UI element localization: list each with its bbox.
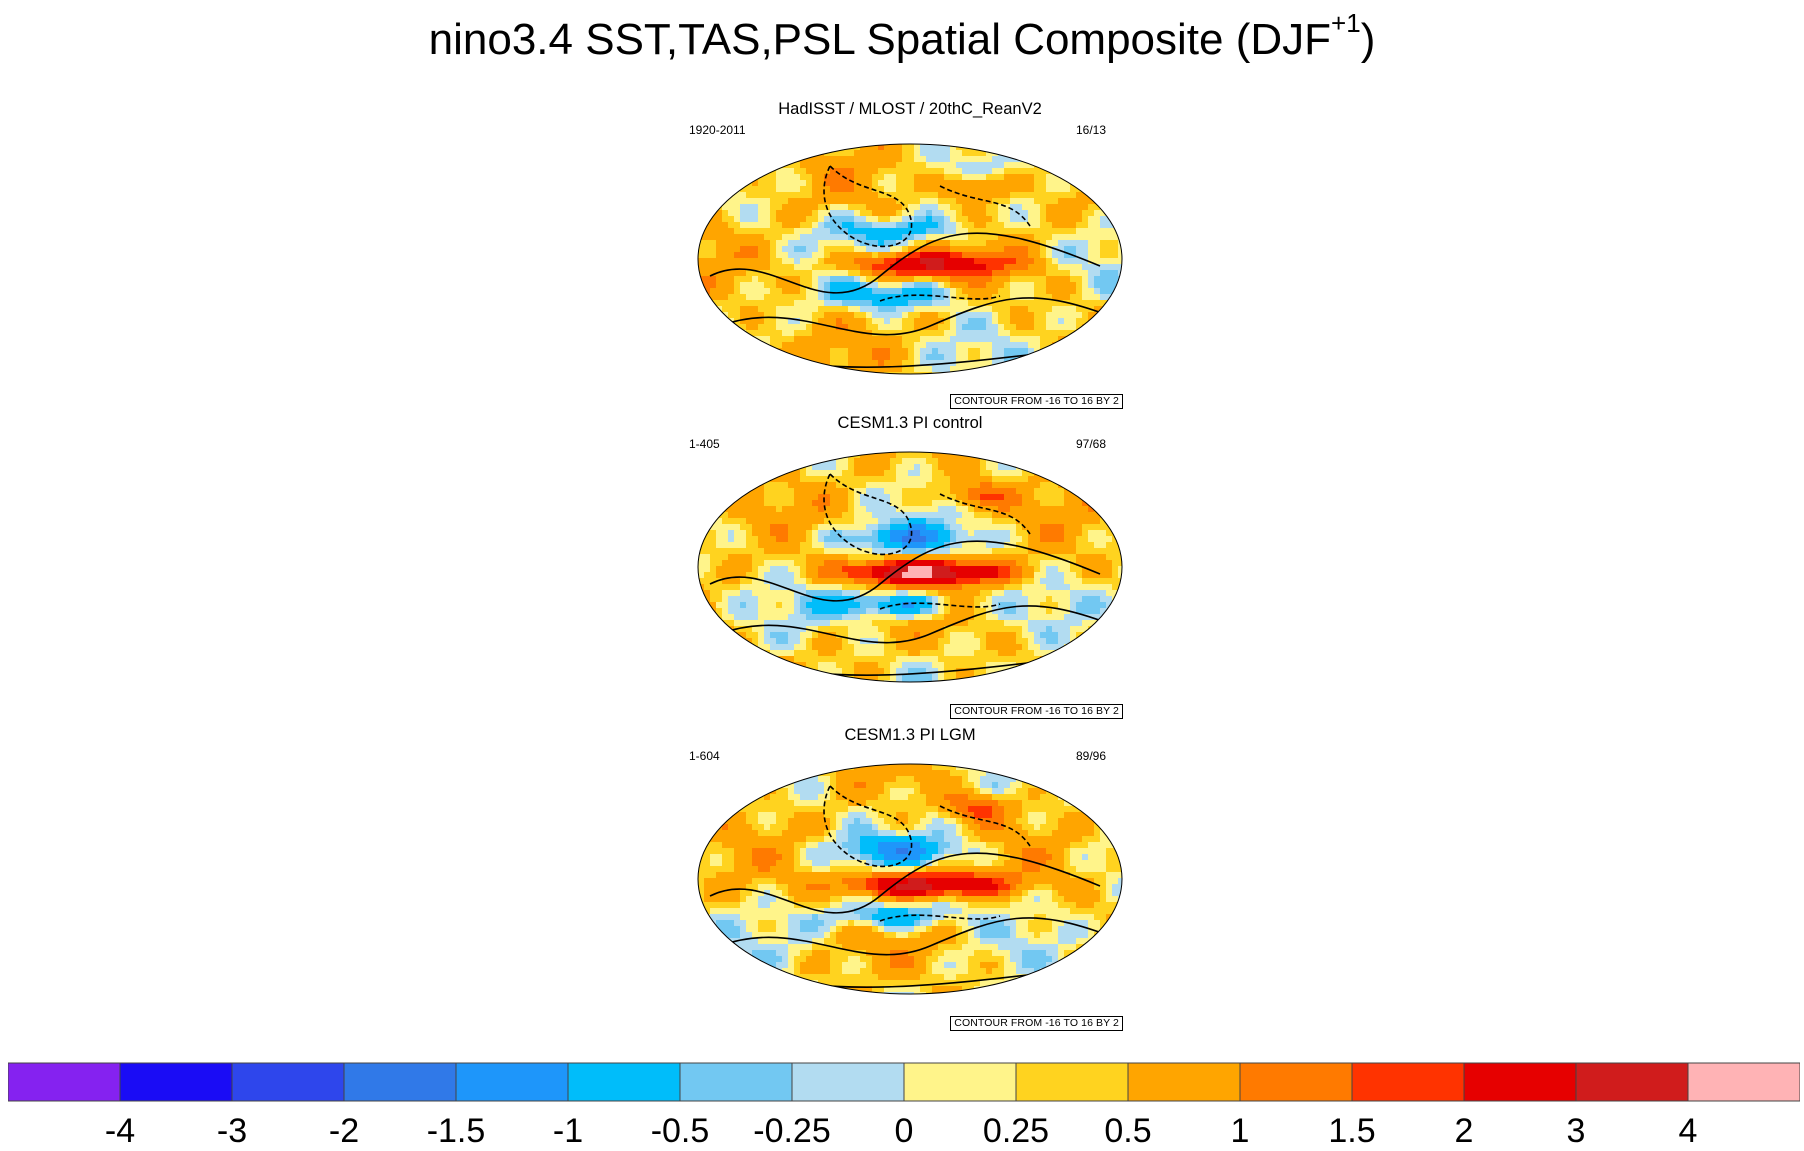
contour-info: CONTOUR FROM -16 TO 16 BY 2 [950, 1016, 1123, 1031]
panel-pi-control: CESM1.3 PI control 1-405 97/68 CONTOUR F… [680, 412, 1140, 724]
period-label: 1-405 [689, 437, 720, 451]
global-map [697, 451, 1123, 683]
panel-lgm: CESM1.3 PI LGM 1-604 89/96 CONTOUR FROM … [680, 724, 1140, 1036]
contour-info: CONTOUR FROM -16 TO 16 BY 2 [950, 704, 1123, 719]
colorbar [8, 1062, 1800, 1102]
colorbar-swatch [679, 1062, 793, 1102]
panel-title: CESM1.3 PI LGM [844, 726, 976, 744]
colorbar-swatch [903, 1062, 1017, 1102]
period-label: 1-604 [689, 749, 720, 763]
colorbar-tick-label: -2 [328, 1112, 360, 1150]
title-text: nino3.4 SST,TAS,PSL Spatial Composite (D… [428, 15, 1332, 64]
colorbar-tick-label: -1.5 [426, 1112, 486, 1150]
composite-count: 16/13 [1075, 123, 1106, 137]
panel-observations: HadISST / MLOST / 20thC_ReanV2 1920-2011… [680, 98, 1140, 410]
colorbar-swatch [567, 1062, 681, 1102]
global-map [697, 763, 1123, 995]
colorbar-tick-label: 0 [894, 1112, 914, 1150]
colorbar-tick-label: 4 [1678, 1112, 1698, 1150]
composite-count: 97/68 [1075, 437, 1106, 451]
colorbar-swatch [1127, 1062, 1241, 1102]
colorbar-tick-label: 2 [1454, 1112, 1474, 1150]
composite-count: 89/96 [1075, 749, 1106, 763]
colorbar-swatch [119, 1062, 233, 1102]
colorbar-swatch [343, 1062, 457, 1102]
colorbar-swatch [1351, 1062, 1465, 1102]
figure-title: nino3.4 SST,TAS,PSL Spatial Composite (D… [0, 8, 1804, 65]
colorbar-swatch [791, 1062, 905, 1102]
colorbar-tick-label: 3 [1566, 1112, 1586, 1150]
colorbar-swatch [8, 1062, 121, 1102]
colorbar-swatch [1239, 1062, 1353, 1102]
colorbar-tick-label: -0.25 [753, 1112, 831, 1150]
colorbar-swatch [1687, 1062, 1800, 1102]
title-close: ) [1360, 15, 1376, 64]
global-map [697, 143, 1123, 375]
colorbar-tick-label: -4 [104, 1112, 136, 1150]
contour-info: CONTOUR FROM -16 TO 16 BY 2 [950, 394, 1123, 409]
colorbar-swatch [1015, 1062, 1129, 1102]
title-superscript: +1 [1331, 8, 1361, 38]
colorbar-tick-label: 1.5 [1328, 1112, 1376, 1150]
colorbar-tick-label: -1 [552, 1112, 584, 1150]
colorbar-tick-label: -3 [216, 1112, 248, 1150]
colorbar-swatch [455, 1062, 569, 1102]
colorbar-swatch [1575, 1062, 1689, 1102]
colorbar-tick-label: 0.5 [1104, 1112, 1152, 1150]
panel-title: HadISST / MLOST / 20thC_ReanV2 [778, 100, 1042, 118]
colorbar-tick-label: 1 [1230, 1112, 1250, 1150]
colorbar-swatch [231, 1062, 345, 1102]
colorbar-tick-label: 0.25 [982, 1112, 1050, 1150]
panel-title: CESM1.3 PI control [837, 414, 983, 432]
colorbar-swatch [1463, 1062, 1577, 1102]
period-label: 1920-2011 [689, 123, 746, 137]
colorbar-tick-label: -0.5 [650, 1112, 710, 1150]
